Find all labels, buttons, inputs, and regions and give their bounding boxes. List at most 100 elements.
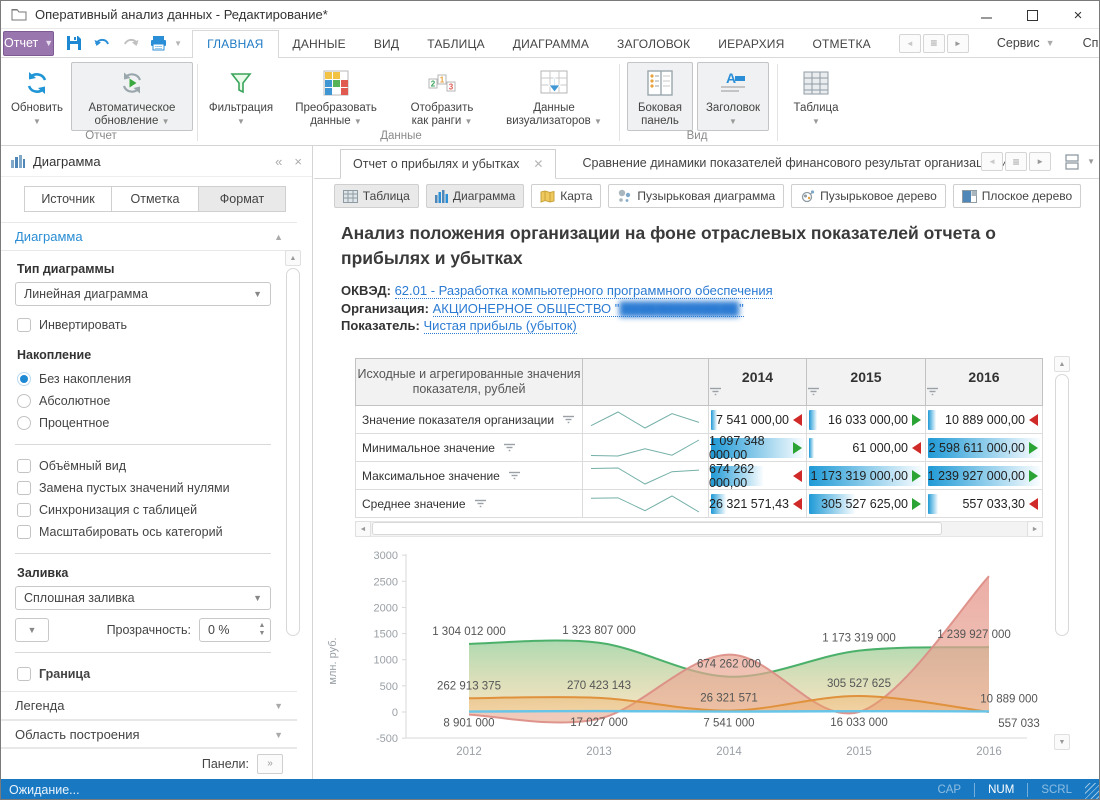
divider bbox=[15, 444, 271, 445]
dropdown-select[interactable]: Сплошная заливка ▼ bbox=[15, 586, 271, 610]
scroll-down-icon[interactable]: ▼ bbox=[1054, 734, 1070, 750]
save-button[interactable] bbox=[62, 32, 86, 54]
report-menu-button[interactable]: Отчет ▼ bbox=[3, 30, 55, 56]
sidebar-tab-1[interactable]: Отметка bbox=[111, 186, 199, 212]
nav-right-icon[interactable]: ► bbox=[946, 33, 969, 53]
filter-icon[interactable] bbox=[503, 443, 516, 452]
help-menu[interactable]: Справка▼ bbox=[1082, 36, 1099, 50]
ribbon-tab-7[interactable]: ОТМЕТКА bbox=[812, 36, 871, 51]
data-label: 305 527 625 bbox=[827, 678, 891, 690]
ribbon-tab-6[interactable]: ИЕРАРХИЯ bbox=[718, 36, 785, 51]
header-toggle-button[interactable]: A Заголовок ▼ bbox=[697, 62, 769, 131]
checkbox-8[interactable]: Объёмный вид bbox=[17, 455, 271, 477]
scroll-up-icon[interactable]: ▲ bbox=[285, 250, 301, 266]
table-button[interactable]: Таблица ▼ bbox=[785, 62, 847, 131]
nav-left-icon[interactable]: ◄ bbox=[898, 33, 921, 53]
data-label: 10 889 000 bbox=[980, 693, 1038, 705]
side-panel-button[interactable]: Боковая панель bbox=[627, 62, 693, 131]
sidebar-panel: Диаграмма « × Источник Отметка Формат Диаг… bbox=[1, 146, 313, 779]
close-button[interactable]: × bbox=[1073, 6, 1083, 24]
service-menu[interactable]: Сервис ▼ bbox=[996, 36, 1055, 50]
year-column-header[interactable]: 2016 bbox=[927, 369, 1042, 396]
view-table-button[interactable]: Таблица bbox=[333, 184, 419, 208]
radio-6[interactable]: Процентное bbox=[17, 412, 271, 434]
close-tab-icon[interactable]: ✕ bbox=[533, 157, 544, 171]
panels-expand-button[interactable]: » bbox=[257, 753, 283, 774]
checkbox-10[interactable]: Синхронизация с таблицей bbox=[17, 499, 271, 521]
doc-tab-inactive[interactable]: Сравнение динамики показателей финансово… bbox=[582, 156, 1008, 170]
ribbon-tab-2[interactable]: ВИД bbox=[373, 36, 400, 51]
redo-button[interactable] bbox=[118, 32, 142, 54]
print-dropdown-icon[interactable]: ▼ bbox=[174, 38, 183, 48]
filter-icon[interactable] bbox=[474, 499, 487, 508]
filter-icon[interactable] bbox=[508, 471, 521, 480]
doc-nav-menu-icon[interactable]: ≡ bbox=[1005, 152, 1028, 171]
section-legend[interactable]: Легенда ▼ bbox=[1, 691, 297, 720]
checkbox-17[interactable]: Граница bbox=[17, 663, 271, 685]
checkbox-9[interactable]: Замена пустых значений нулями bbox=[17, 477, 271, 499]
ribbon-tab-4[interactable]: ДИАГРАММА bbox=[512, 36, 590, 51]
ribbon-tab-3[interactable]: ТАБЛИЦА bbox=[427, 36, 485, 51]
view-bubble-chart-button[interactable]: Пузырьковая диаграмма bbox=[608, 184, 785, 208]
okved-link[interactable]: 62.01 - Разработка компьютерного програм… bbox=[394, 283, 773, 299]
content-vscrollbar[interactable]: ▲ ▼ bbox=[1054, 356, 1071, 751]
undo-button[interactable] bbox=[90, 32, 114, 54]
svg-text:2500: 2500 bbox=[374, 576, 398, 588]
dropdown-select[interactable]: Линейная диаграмма ▼ bbox=[15, 282, 271, 306]
ribbon-tab-0[interactable]: ГЛАВНАЯ bbox=[192, 29, 279, 59]
transparency-spinner[interactable]: 0 % ▲ ▼ bbox=[199, 618, 271, 642]
scroll-right-icon[interactable]: ► bbox=[1027, 521, 1043, 537]
scroll-left-icon[interactable]: ◄ bbox=[355, 521, 371, 537]
doc-nav-left-icon[interactable]: ◄ bbox=[981, 152, 1004, 171]
minimize-button[interactable] bbox=[963, 1, 1009, 29]
sidebar-tab-2[interactable]: Формат bbox=[198, 186, 286, 212]
indicator-link[interactable]: Чистая прибыль (убыток) bbox=[423, 318, 577, 334]
maximize-button[interactable] bbox=[1009, 1, 1055, 29]
trend-up-icon bbox=[912, 469, 921, 482]
refresh-button[interactable]: Обновить ▼ bbox=[7, 62, 67, 131]
sidebar-scrollbar[interactable]: ▲ ▼ bbox=[285, 250, 302, 799]
ribbon-tab-1[interactable]: ДАННЫЕ bbox=[292, 36, 346, 51]
organization-link[interactable]: АКЦИОНЕРНОЕ ОБЩЕСТВО "█████████████" bbox=[432, 300, 744, 317]
print-button[interactable] bbox=[146, 32, 170, 54]
filter-button[interactable]: Фильтрация ▼ bbox=[205, 62, 277, 131]
nav-menu-icon[interactable]: ≡ bbox=[922, 33, 945, 53]
resize-grip[interactable] bbox=[1085, 783, 1099, 799]
layout-button[interactable]: ▼ bbox=[1065, 153, 1095, 170]
doc-tab-active[interactable]: Отчет о прибылях и убытках ✕ bbox=[340, 149, 557, 179]
sidebar-tab-0[interactable]: Источник bbox=[24, 186, 112, 212]
value-cell: 1 239 927 000,00 bbox=[927, 463, 1042, 489]
visualizer-data-icon bbox=[540, 67, 568, 99]
radio-4[interactable]: Без накопления bbox=[17, 368, 271, 390]
svg-text:0: 0 bbox=[392, 707, 398, 719]
visualizer-data-button[interactable]: Данные визуализаторов ▼ bbox=[499, 62, 609, 131]
table-hscrollbar[interactable]: ◄ ► bbox=[355, 521, 1043, 537]
section-diagram[interactable]: Диаграмма ▲ bbox=[1, 222, 297, 251]
data-label: 262 913 375 bbox=[437, 680, 501, 692]
view-map-button[interactable]: Карта bbox=[531, 184, 602, 208]
table-row: Максимальное значение 674 262 000,00 1 173… bbox=[355, 461, 1043, 490]
trend-up-icon bbox=[793, 441, 802, 454]
year-column-header[interactable]: 2014 bbox=[710, 369, 806, 396]
transform-data-button[interactable]: Преобразовать данные ▼ bbox=[287, 62, 385, 131]
filter-icon[interactable] bbox=[562, 415, 575, 424]
fill-color-dropdown[interactable]: ▼ bbox=[15, 618, 49, 642]
scroll-up-icon[interactable]: ▲ bbox=[1054, 356, 1070, 372]
checkbox-2[interactable]: Инвертировать bbox=[17, 314, 271, 336]
checkbox-11[interactable]: Масштабировать ось категорий bbox=[17, 521, 271, 543]
filter-icon bbox=[710, 387, 806, 396]
doc-nav-right-icon[interactable]: ► bbox=[1029, 152, 1052, 171]
year-column-header[interactable]: 2015 bbox=[808, 369, 925, 396]
auto-refresh-button[interactable]: Автоматическое обновление ▼ bbox=[71, 62, 193, 131]
view-flat-tree-button[interactable]: Плоское дерево bbox=[952, 184, 1082, 208]
view-chart-button[interactable]: Диаграмма bbox=[425, 184, 525, 208]
data-bar bbox=[928, 493, 938, 514]
section-plot-area[interactable]: Область построения ▼ bbox=[1, 720, 297, 749]
view-bubble-tree-button[interactable]: Пузырьковое дерево bbox=[791, 184, 946, 208]
collapse-panel-icon[interactable]: « bbox=[275, 153, 283, 169]
radio-5[interactable]: Абсолютное bbox=[17, 390, 271, 412]
close-panel-icon[interactable]: × bbox=[294, 153, 302, 169]
chevron-down-icon: ▼ bbox=[253, 593, 262, 603]
ribbon-tab-5[interactable]: ЗАГОЛОВОК bbox=[617, 36, 691, 51]
